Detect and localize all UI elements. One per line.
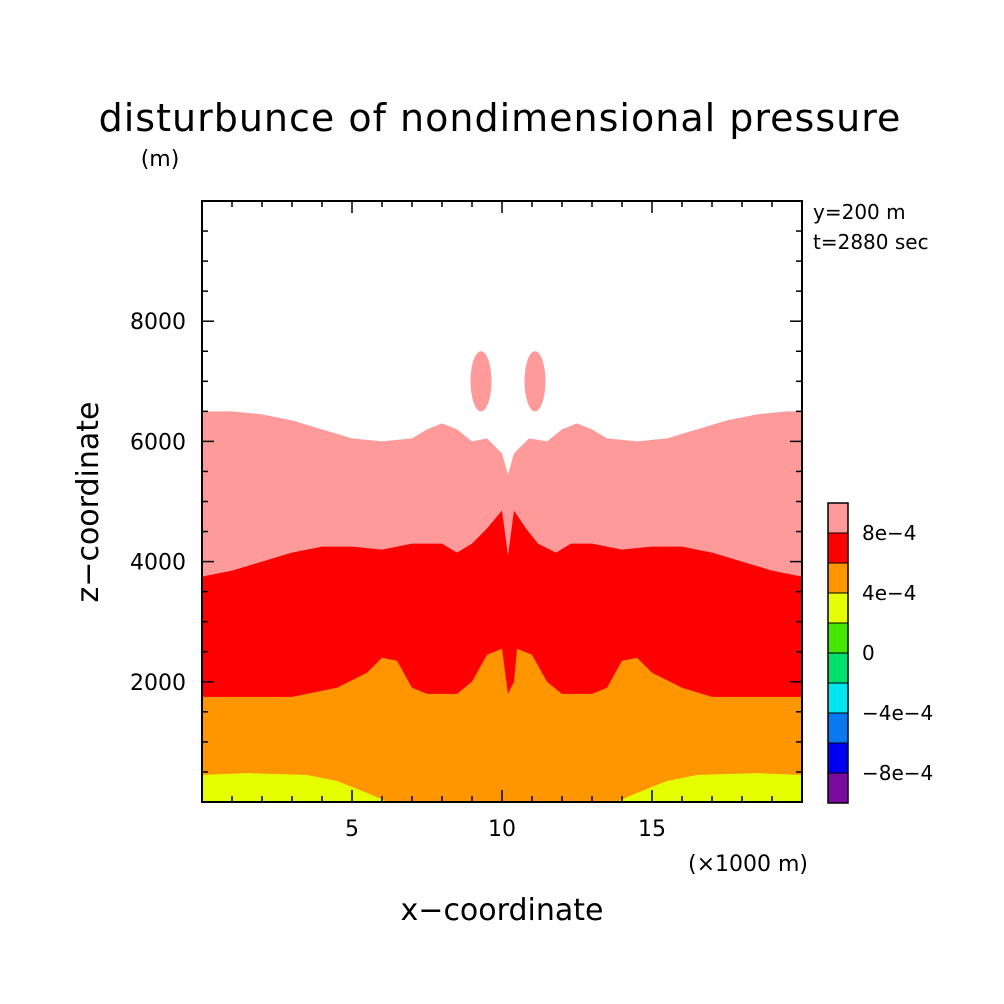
colorbar-swatch	[828, 593, 848, 623]
colorbar: 8e−4 4e−4 0 −4e−4 −8e−4	[827, 502, 933, 804]
y-tick-label: 8000	[130, 310, 186, 335]
colorbar-label: 0	[862, 641, 875, 665]
x-tick-label: 15	[638, 817, 666, 842]
y-axis-unit: (m)	[141, 147, 180, 172]
y-tick-label: 4000	[130, 551, 186, 576]
y-axis-label: z−coordinate	[71, 402, 106, 603]
x-axis-unit: (×1000 m)	[688, 852, 808, 877]
colorbar-swatch	[828, 653, 848, 683]
colorbar-label: 4e−4	[862, 581, 917, 605]
x-tick-label: 10	[488, 817, 516, 842]
chart-title: disturbunce of nondimensional pressure	[99, 96, 902, 140]
y-tick-label: 6000	[130, 430, 186, 455]
x-tick-label: 5	[345, 817, 359, 842]
contour-level-6e-4-to-8e-4-2	[616, 773, 802, 802]
x-axis-label: x−coordinate	[401, 893, 604, 928]
colorbar-swatch	[828, 533, 848, 563]
colorbar-label: 8e−4	[862, 521, 917, 545]
tick-labels: 5 10 15 2000 4000 6000 8000	[130, 310, 666, 842]
y-tick-label: 2000	[130, 671, 186, 696]
colorbar-swatch	[828, 683, 848, 713]
annotation-y: y=200 m	[813, 200, 906, 224]
colorbar-swatch	[828, 713, 848, 743]
colorbar-swatch	[828, 623, 848, 653]
contour-level-6e-4-to-8e-4-1	[202, 773, 388, 802]
contour-island-1	[470, 351, 492, 412]
contour-island-2	[524, 351, 546, 412]
colorbar-swatch	[828, 563, 848, 593]
colorbar-swatch	[828, 743, 848, 773]
colorbar-label: −4e−4	[862, 701, 933, 725]
colorbar-swatch	[828, 503, 848, 533]
colorbar-label: −8e−4	[862, 761, 933, 785]
annotation-t: t=2880 sec	[813, 230, 929, 254]
contour-level-8e-4-to-1.2e-3	[202, 648, 802, 802]
contour-regions	[202, 351, 802, 802]
plot-frame	[201, 200, 803, 803]
colorbar-swatch	[828, 773, 848, 803]
